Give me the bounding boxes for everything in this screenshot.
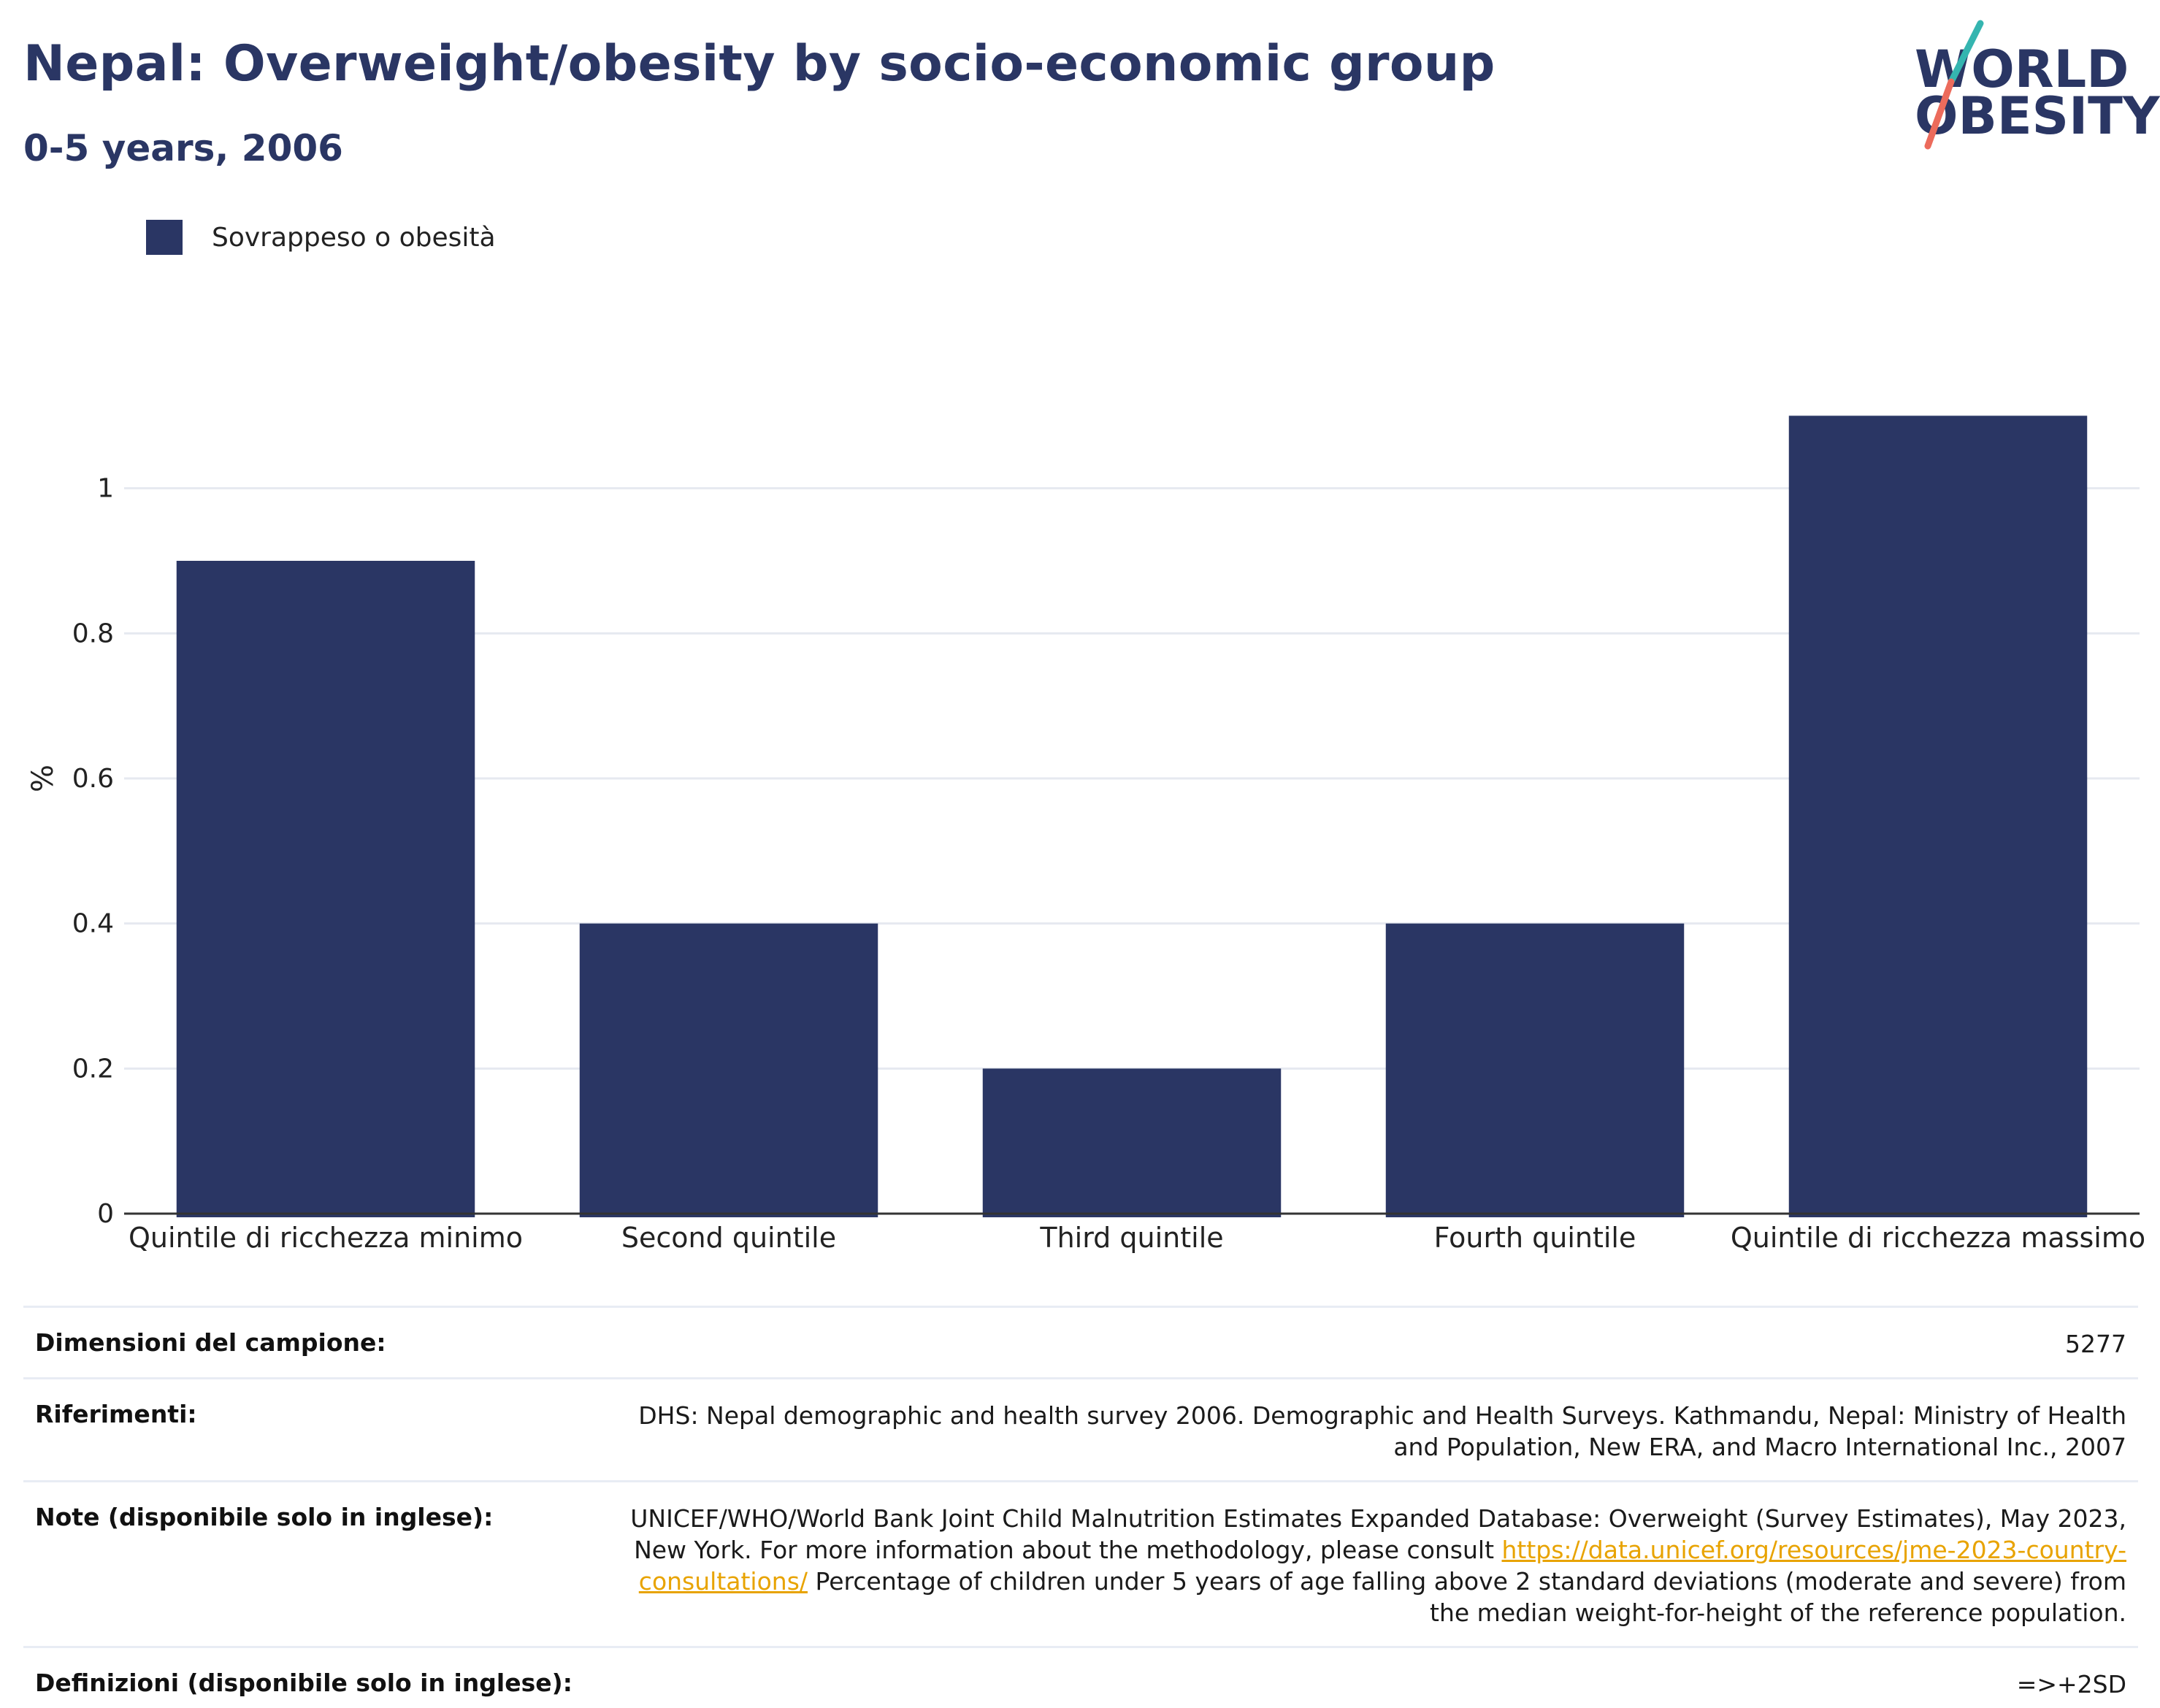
logo-slash-icon xyxy=(1924,20,1984,150)
bar-chart: 0 0.2 0.4 0.6 0.8 1% Quintile di ricchezza min… xyxy=(26,415,2145,1254)
references-row: Riferimenti: DHS: Nepal demographic and … xyxy=(23,1377,2138,1480)
y-axis-label: % xyxy=(26,765,60,792)
notes-label: Note (disponibile solo in inglese): xyxy=(35,1503,494,1531)
y-tick-label: 0.2 xyxy=(72,1054,114,1084)
sample-size-row: Dimensioni del campione: 5277 xyxy=(23,1306,2138,1377)
sample-size-label: Dimensioni del campione: xyxy=(35,1328,386,1357)
y-tick-label: 0.8 xyxy=(72,619,114,648)
references-value: DHS: Nepal demographic and health survey… xyxy=(638,1401,2126,1461)
chart-legend: Sovrappeso o obesità xyxy=(146,219,496,256)
x-tick-label: Quintile di ricchezza massimo xyxy=(1731,1222,2145,1254)
logo-word-obesity: OBESITY xyxy=(1915,86,2160,146)
bar xyxy=(982,1068,1282,1217)
definitions-row: Definizioni (disponibile solo in inglese… xyxy=(23,1646,2138,1708)
metadata-table: Dimensioni del campione: 5277 Riferiment… xyxy=(23,1306,2138,1708)
notes-text-after: Percentage of children under 5 years of … xyxy=(808,1567,2127,1627)
sample-size-value: 5277 xyxy=(2065,1330,2126,1358)
x-tick-label: Third quintile xyxy=(1039,1222,1223,1254)
y-tick-label: 0.4 xyxy=(72,909,114,939)
legend-swatch xyxy=(146,220,183,255)
y-tick-label: 0.6 xyxy=(72,764,114,794)
y-tick-label: 0 xyxy=(97,1199,114,1229)
legend-label: Sovrappeso o obesità xyxy=(212,222,496,253)
definitions-label: Definizioni (disponibile solo in inglese… xyxy=(35,1669,572,1697)
x-tick-label: Fourth quintile xyxy=(1434,1222,1636,1254)
definitions-value: =>+2SD xyxy=(2016,1670,2126,1699)
references-label: Riferimenti: xyxy=(35,1400,197,1428)
page-title: Nepal: Overweight/obesity by socio-econo… xyxy=(23,35,1495,93)
notes-row: Note (disponibile solo in inglese): UNIC… xyxy=(23,1480,2138,1646)
bar xyxy=(176,561,475,1217)
notes-text-before: UNICEF/WHO/World Bank Joint Child Malnut… xyxy=(630,1504,2126,1564)
x-tick-label: Quintile di ricchezza minimo xyxy=(129,1222,523,1254)
notes-link[interactable]: https://data.unicef.org/resources/jme-20… xyxy=(638,1536,2126,1596)
bar xyxy=(579,923,878,1217)
notes-value: UNICEF/WHO/World Bank Joint Child Malnut… xyxy=(629,1503,2126,1628)
bar xyxy=(1385,923,1685,1217)
world-obesity-logo: WORLD OBESITY xyxy=(1899,18,2160,156)
x-tick-label: Second quintile xyxy=(621,1222,836,1254)
y-tick-label: 1 xyxy=(97,474,114,504)
page-subtitle: 0-5 years, 2006 xyxy=(23,127,343,169)
bar xyxy=(1788,415,2088,1218)
